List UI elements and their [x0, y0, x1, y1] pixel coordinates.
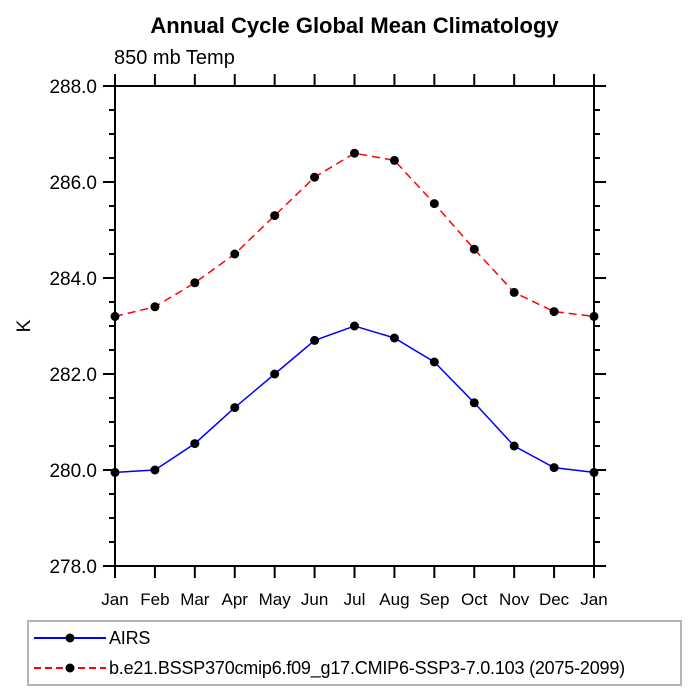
y-tick-label: 278.0 [49, 557, 97, 578]
data-point-marker [190, 439, 200, 449]
data-point-marker [429, 357, 439, 367]
chart-title: Annual Cycle Global Mean Climatology [150, 13, 559, 38]
y-tick-label: 284.0 [49, 269, 97, 290]
data-point-marker [310, 335, 320, 345]
data-point-marker [350, 148, 359, 158]
y-tick-label: 288.0 [49, 77, 97, 98]
legend-item-model: b.e21.BSSP370cmip6.f09_g17.CMIP6-SSP3-7.… [33, 654, 680, 682]
legend: AIRS b.e21.BSSP370cmip6.f09_g17.CMIP6-SS… [27, 620, 682, 686]
x-tick-label: Jan [580, 590, 607, 609]
y-axis-tick-labels: 278.0 280.0 282.0 284.0 286.0 288.0 [49, 77, 97, 578]
x-tick-label: Nov [499, 590, 530, 609]
data-point-marker [389, 333, 399, 343]
data-point-marker [469, 244, 479, 254]
x-tick-label: Jul [344, 590, 366, 609]
x-tick-label: Jan [101, 590, 128, 609]
x-tick-label: Jun [301, 590, 328, 609]
series-airs [110, 321, 599, 477]
legend-label-model: b.e21.BSSP370cmip6.f09_g17.CMIP6-SSP3-7.… [109, 657, 625, 678]
legend-item-airs: AIRS [33, 624, 680, 652]
y-tick-label: 280.0 [49, 461, 97, 482]
data-point-marker [230, 249, 240, 259]
data-point-marker [509, 287, 519, 297]
x-tick-label: Sep [419, 590, 449, 609]
data-point-marker [589, 311, 599, 321]
x-tick-label: Oct [461, 590, 488, 609]
data-point-marker [230, 403, 240, 413]
data-point-marker [150, 302, 160, 312]
series-model [110, 148, 599, 321]
y-axis-title: K [14, 319, 35, 332]
y-axis-title-text: K [14, 319, 35, 332]
data-point-marker [389, 155, 399, 165]
legend-line-sample-airs [34, 633, 106, 643]
data-point-marker [110, 467, 120, 477]
x-axis-ticks [114, 74, 595, 578]
data-point-marker [469, 398, 479, 408]
data-point-marker [509, 441, 519, 451]
x-axis-month-labels: Jan Feb Mar Apr May Jun Jul Aug Sep Oct Nov Dec Jan [101, 590, 607, 609]
x-tick-label: Aug [379, 590, 409, 609]
data-series [110, 148, 599, 477]
y-tick-label: 286.0 [49, 173, 97, 194]
legend-label-airs: AIRS [109, 627, 151, 648]
data-point-marker [549, 463, 559, 473]
data-point-marker [150, 465, 160, 475]
data-point-marker [110, 311, 120, 321]
x-tick-label: Mar [180, 590, 210, 609]
data-point-marker [270, 369, 280, 379]
x-tick-label: Apr [222, 590, 249, 609]
data-point-marker [589, 467, 599, 477]
legend-marker-icon [65, 633, 75, 643]
x-tick-label: May [259, 590, 292, 609]
chart-subtitle: 850 mb Temp [114, 47, 235, 69]
legend-line-sample-model [34, 663, 106, 673]
data-point-marker [429, 199, 439, 209]
data-point-marker [310, 172, 320, 182]
data-point-marker [270, 211, 280, 221]
y-axis-ticks [103, 85, 606, 567]
data-point-marker [549, 307, 559, 317]
x-tick-label: Dec [539, 590, 570, 609]
data-point-marker [350, 321, 359, 331]
x-tick-label: Feb [140, 590, 169, 609]
data-point-marker [190, 278, 200, 288]
y-tick-label: 282.0 [49, 365, 97, 386]
legend-marker-icon [65, 663, 75, 673]
